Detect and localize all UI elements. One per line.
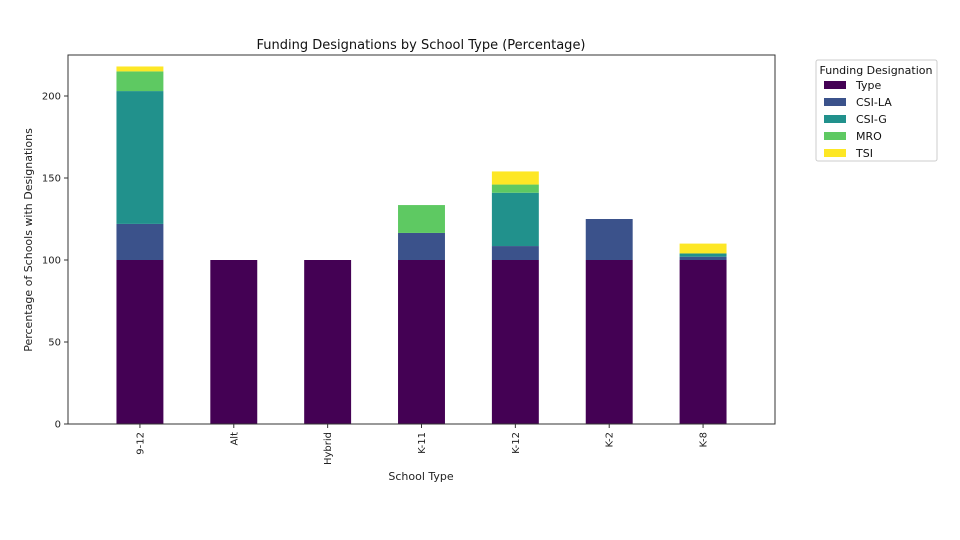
bar-mro-k-12: [491, 184, 539, 193]
bar-type-alt: [210, 260, 258, 424]
legend-label-type: Type: [855, 79, 881, 92]
y-tick-label: 50: [48, 338, 61, 349]
y-axis: 0 50 100 150 200: [42, 92, 68, 431]
bar-csi-la-k-8: [679, 256, 727, 260]
legend-label-csi-la: CSI-LA: [856, 96, 892, 109]
legend-label-tsi: TSI: [855, 147, 873, 160]
legend: Funding Designation Type CSI-LA CSI-G MRO TS…: [815, 59, 938, 162]
legend-swatch-mro: [824, 132, 846, 140]
bar-type-k-2: [585, 260, 633, 424]
y-tick-label: 0: [55, 420, 61, 431]
bar-csi-g-k-12: [491, 192, 539, 247]
legend-swatch-csi-la: [824, 98, 846, 106]
legend-frame: [815, 59, 938, 162]
legend-items: Type CSI-LA CSI-G MRO TSI: [824, 79, 892, 160]
bar-tsi-k-12: [491, 171, 539, 185]
legend-swatch-tsi: [824, 149, 846, 157]
x-tick-label: K-12: [511, 432, 522, 454]
bar-csi-la-k-2: [585, 219, 633, 260]
x-tick-label: K-11: [417, 432, 428, 454]
bar-mro-9-12: [116, 71, 164, 92]
x-tick-label: Hybrid: [323, 432, 334, 465]
bar-type-k-11: [398, 260, 445, 424]
y-axis-title: Percentage of Schools with Designations: [22, 128, 35, 352]
bar-type-k-12: [491, 260, 539, 424]
x-tick-label: K-8: [699, 432, 710, 447]
bar-type-9-12: [116, 260, 164, 424]
bar-tsi-k-8: [679, 243, 727, 254]
bar-csi-la-k-11: [398, 232, 445, 260]
bar-type-k-8: [679, 260, 727, 424]
bar-mro-k-11: [398, 205, 445, 233]
legend-label-csi-g: CSI-G: [856, 113, 887, 126]
bar-type-hybrid: [304, 260, 352, 424]
legend-swatch-csi-g: [824, 115, 846, 123]
chart-title: Funding Designations by School Type (Per…: [256, 38, 585, 53]
x-tick-label: 9-12: [135, 432, 146, 455]
bar-csi-la-9-12: [116, 223, 164, 260]
y-tick-label: 200: [42, 92, 61, 103]
legend-swatch-type: [824, 81, 846, 89]
y-tick-label: 100: [42, 256, 61, 267]
bar-tsi-9-12: [116, 66, 164, 72]
x-axis-title: School Type: [388, 470, 454, 483]
x-tick-label: Alt: [229, 432, 240, 446]
x-axis: 9-12 Alt Hybrid K-11 K-12 K-2 K-8: [135, 424, 710, 465]
legend-label-mro: MRO: [856, 130, 882, 143]
bars-group: [116, 66, 727, 424]
bar-csi-g-k-8: [679, 253, 727, 257]
x-tick-label: K-2: [605, 432, 616, 447]
bar-csi-g-9-12: [116, 91, 164, 224]
y-tick-label: 150: [42, 174, 61, 185]
legend-title: Funding Designation: [820, 64, 933, 77]
bar-csi-la-k-12: [491, 246, 539, 260]
